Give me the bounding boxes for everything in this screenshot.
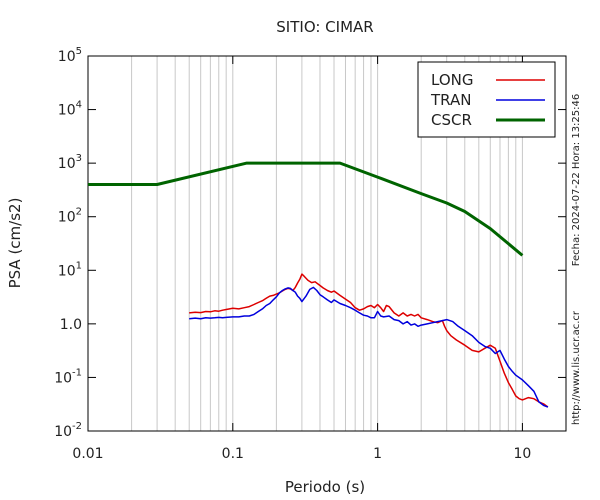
grid-lines xyxy=(131,56,523,431)
y-tick-label: 102 xyxy=(58,207,82,226)
url-label: http://www.lis.ucr.ac.cr xyxy=(571,310,582,425)
series-line-cscr xyxy=(88,161,524,257)
date-time-label: Fecha: 2024-07-22 Hora: 13:25:46 xyxy=(571,94,582,267)
series-line-tran xyxy=(189,286,549,408)
y-tick-label: 103 xyxy=(58,153,82,172)
x-tick-label: 1 xyxy=(373,446,382,462)
x-tick-label: 0.01 xyxy=(72,446,103,462)
y-axis-label: PSA (cm/s2) xyxy=(6,198,24,289)
axis-ticks: 0.01 0.1 1 10 10-2 10-1 1.0 101 102 103 104 105 xyxy=(54,46,566,462)
chart-title: SITIO: CIMAR xyxy=(276,18,373,36)
y-tick-label: 101 xyxy=(58,260,82,279)
y-tick-label: 105 xyxy=(58,46,82,65)
x-tick-label: 0.1 xyxy=(222,446,244,462)
legend-label-long: LONG xyxy=(431,71,473,89)
legend: LONG TRAN CSCR xyxy=(417,61,556,138)
y-tick-label: 1.0 xyxy=(60,317,82,333)
x-axis-label: Periodo (s) xyxy=(285,478,365,496)
plot-frame xyxy=(87,55,567,432)
series-line-long xyxy=(189,273,549,408)
legend-label-tran: TRAN xyxy=(430,91,471,109)
y-tick-label: 10-2 xyxy=(54,421,82,440)
legend-label-cscr: CSCR xyxy=(431,111,472,129)
y-tick-label: 10-1 xyxy=(54,367,82,386)
x-tick-label: 10 xyxy=(513,446,531,462)
y-tick-label: 104 xyxy=(58,100,82,119)
series-lines xyxy=(88,161,549,408)
